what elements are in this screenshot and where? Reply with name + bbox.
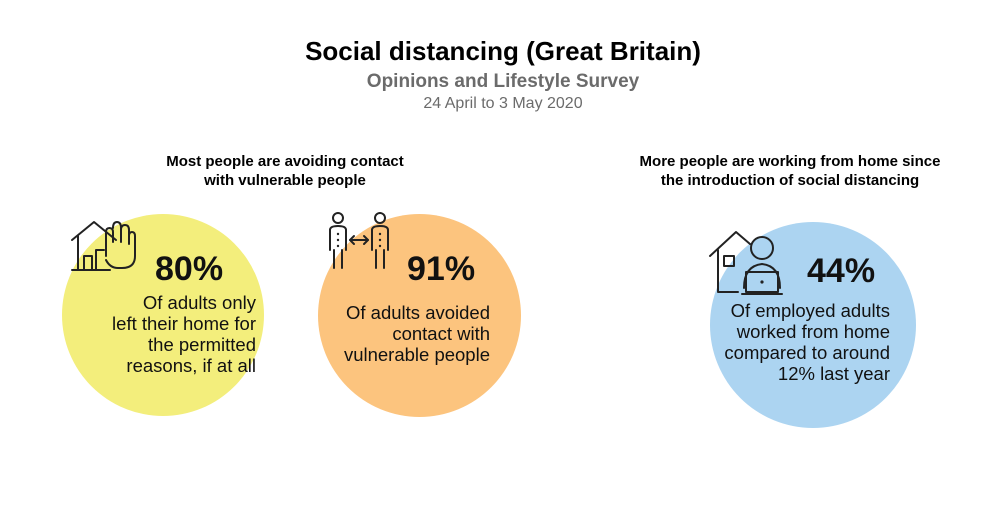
stat-description-avoided-contact: Of adults avoided contact with vulnerabl…	[343, 302, 490, 365]
stat-description-left-home: Of adults only left their home for the p…	[112, 292, 256, 376]
home-worker-icon	[709, 231, 783, 295]
date-range: 24 April to 3 May 2020	[423, 95, 583, 112]
stat-circle-work-from-home	[710, 222, 916, 428]
section-heading-contact: Most people are avoiding contact with vu…	[166, 153, 404, 189]
stat-circle-left-home	[62, 214, 264, 416]
stat-description-work-from-home: Of employed adults worked from home comp…	[724, 300, 890, 384]
house-hand-icon	[71, 221, 136, 271]
page-title: Social distancing (Great Britain)	[305, 36, 701, 66]
stat-value-avoided-contact: 91%	[407, 250, 476, 288]
people-distance-icon	[329, 212, 389, 269]
page-subtitle: Opinions and Lifestyle Survey	[366, 71, 640, 92]
stat-circle-avoided-contact	[318, 214, 521, 417]
section-heading-home-working: More people are working from home since …	[639, 153, 941, 189]
stat-value-work-from-home: 44%	[807, 252, 876, 290]
stat-value-left-home: 80%	[155, 250, 224, 288]
